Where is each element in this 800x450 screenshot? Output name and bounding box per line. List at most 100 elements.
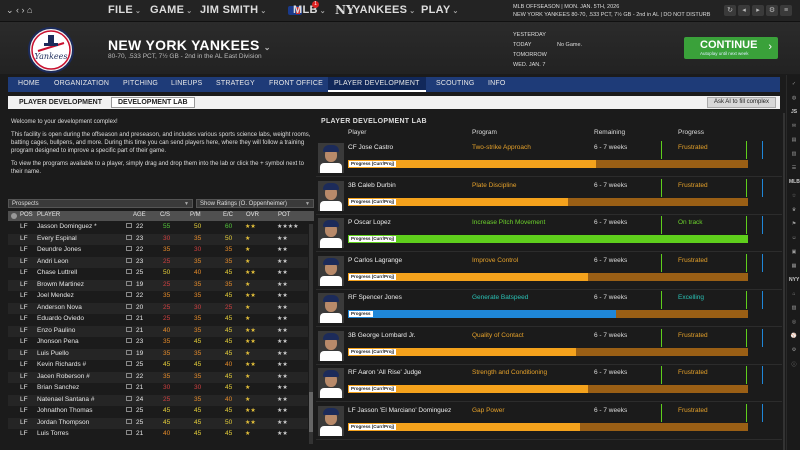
cell-player[interactable]: Deundre Jones	[37, 246, 82, 253]
drag-handle-icon[interactable]	[126, 418, 132, 424]
list-icon[interactable]: ☰	[791, 165, 797, 171]
notification-badge[interactable]: 1	[312, 1, 319, 8]
baseball-icon[interactable]: ◎	[791, 319, 797, 325]
lab-player-name[interactable]: LF Jasson 'El Marciano' Dominguez	[348, 406, 452, 414]
refresh-icon[interactable]: ↻	[724, 5, 736, 16]
lab-program[interactable]: Plate Discipline	[472, 181, 517, 189]
player-avatar[interactable]	[318, 218, 344, 248]
lab-program[interactable]: Increase Pitch Movement	[472, 219, 546, 226]
drag-handle-icon[interactable]	[126, 303, 132, 309]
drag-handle-icon[interactable]	[126, 280, 132, 286]
table-scrollbar[interactable]	[309, 224, 313, 444]
cell-player[interactable]: Chase Luttrell	[37, 269, 78, 276]
gear-icon[interactable]: ⚙	[791, 347, 797, 353]
col-ec[interactable]: E/C	[223, 212, 234, 218]
drag-handle-icon[interactable]	[126, 269, 132, 274]
ask-ai-button[interactable]: Ask AI to fill complex	[706, 97, 776, 108]
nav-scouting[interactable]: SCOUTING	[436, 80, 475, 87]
menu-manager[interactable]: JIM SMITH ⌄	[200, 4, 267, 16]
menu-play[interactable]: PLAY ⌄	[421, 4, 459, 16]
nav-home[interactable]: HOME	[18, 80, 40, 87]
table-row[interactable]: LF Deundre Jones 22 35 30 35 ★ ★★	[8, 245, 308, 256]
info-icon[interactable]: ⓘ	[791, 362, 797, 368]
table-row[interactable]: LF Joel Mendez 22 35 35 45 ★★ ★★	[8, 291, 308, 302]
lab-row[interactable]: LF Jasson 'El Marciano' Dominguez Gap Pow…	[316, 402, 782, 440]
table-row[interactable]: LF Anderson Nova 20 25 30 25 ★ ★★	[8, 302, 308, 314]
table-row[interactable]: LF Luis Torres 21 40 45 45 ★ ★★	[8, 429, 308, 440]
nav-organization[interactable]: ORGANIZATION	[54, 80, 110, 87]
history-nav-arrows[interactable]: ⌄ ‹ › ⌂	[6, 5, 33, 15]
table-row[interactable]: LF Every Espinal 23 30 35 50 ★ ★★	[8, 233, 308, 245]
ratings-select[interactable]: Show Ratings (O. Oppenheimer) ▼	[196, 199, 314, 208]
drag-handle-icon[interactable]	[126, 372, 132, 378]
lab-row[interactable]: RF Aaron 'All Rise' Judge Strength and Co…	[316, 364, 782, 402]
clipboard-icon[interactable]: ▣	[791, 249, 797, 255]
cell-player[interactable]: Jasson Dominguez *	[37, 223, 97, 230]
player-avatar[interactable]	[318, 143, 344, 173]
cell-player[interactable]: Joel Mendez	[37, 292, 74, 299]
nav-pitching[interactable]: PITCHING	[123, 80, 159, 87]
col-pm[interactable]: P/M	[190, 212, 201, 218]
player-avatar[interactable]	[318, 368, 344, 398]
table-row[interactable]: LF Chase Luttrell 25 50 40 45 ★★ ★★	[8, 268, 308, 279]
drag-handle-icon[interactable]	[126, 430, 132, 435]
scroll-thumb[interactable]	[309, 392, 313, 432]
lab-player-name[interactable]: P Oscar Lopez	[348, 219, 391, 226]
table-row[interactable]: LF Jordan Thompson 25 45 45 50 ★★ ★★	[8, 417, 308, 429]
bat-icon[interactable]: ⚾	[790, 333, 798, 339]
cell-player[interactable]: Enzo Paulino	[37, 326, 76, 334]
col-ovr[interactable]: OVR	[246, 212, 260, 218]
drag-handle-icon[interactable]	[126, 292, 132, 297]
menu-icon[interactable]: ≡	[780, 5, 792, 16]
lab-row[interactable]: P Oscar Lopez Increase Pitch Movement 6 - …	[316, 214, 782, 252]
group-select[interactable]: Prospects ▼	[8, 199, 193, 208]
lab-player-name[interactable]: 3B Caleb Durbin	[348, 181, 396, 189]
people-icon[interactable]: ☺	[791, 235, 797, 241]
menu-game[interactable]: GAME ⌄	[150, 4, 193, 16]
lab-row[interactable]: CF Jose Castro Two-strike Approach 6 - 7 w…	[316, 139, 782, 177]
chart-icon[interactable]: ▥	[791, 151, 797, 157]
lab-program[interactable]: Two-strike Approach	[472, 144, 531, 151]
lab-program[interactable]: Quality of Contact	[472, 331, 524, 339]
table-row[interactable]: LF Brian Sanchez 21 30 30 45 ★ ★★	[8, 383, 308, 394]
settings-icon[interactable]: ⚙	[766, 5, 778, 16]
globe-icon[interactable]: ◍	[791, 95, 797, 101]
forward-icon[interactable]: ▸	[752, 5, 764, 16]
player-avatar[interactable]	[318, 293, 344, 323]
home-icon[interactable]: ⌂	[792, 291, 796, 297]
back-icon[interactable]: ◂	[738, 5, 750, 16]
table-row[interactable]: LF Andri Leon 23 25 35 35 ★ ★★	[8, 256, 308, 268]
drag-handle-icon[interactable]	[126, 361, 132, 366]
cell-player[interactable]: Jhonson Pena	[37, 338, 79, 345]
menu-file[interactable]: FILE ⌄	[108, 4, 142, 16]
mlb-rail-icon[interactable]: MLB	[789, 179, 800, 185]
lab-program[interactable]: Strength and Conditioning	[472, 369, 548, 376]
tab-development-lab[interactable]: DEVELOPMENT LAB	[111, 97, 195, 108]
cell-player[interactable]: Luis Torres	[37, 430, 69, 437]
lab-program[interactable]: Improve Control	[472, 256, 519, 264]
col-age[interactable]: AGE	[133, 212, 146, 218]
cell-player[interactable]: Natenael Santana #	[37, 395, 95, 403]
player-avatar[interactable]	[318, 330, 344, 361]
table-row[interactable]: LF Kevin Richards # 25 45 45 40 ★★ ★★	[8, 360, 308, 371]
select-all-icon[interactable]	[11, 213, 17, 219]
table-row[interactable]: LF Jhonson Pena 23 35 45 45 ★★ ★★	[8, 337, 308, 348]
table-row[interactable]: LF Enzo Paulino 21 40 35 45 ★★ ★★	[8, 325, 308, 337]
nav-strategy[interactable]: STRATEGY	[216, 80, 255, 87]
nyy-rail-icon[interactable]: NYY	[789, 277, 800, 283]
cell-player[interactable]: Brian Sanchez	[37, 384, 80, 391]
nav-info[interactable]: INFO	[488, 80, 506, 87]
cell-player[interactable]: Johnathon Thomas	[37, 407, 93, 414]
cell-player[interactable]: Every Espinal	[37, 234, 77, 242]
drag-handle-icon[interactable]	[126, 257, 132, 263]
player-avatar[interactable]	[318, 180, 344, 211]
cell-player[interactable]: Eduardo Oviedo	[37, 315, 84, 322]
player-avatar[interactable]	[318, 405, 344, 436]
col-cs[interactable]: C/S	[160, 212, 171, 218]
trophy-icon[interactable]: ♛	[791, 207, 797, 213]
drag-handle-icon[interactable]	[126, 407, 132, 412]
lab-program[interactable]: Generate Batspeed	[472, 294, 529, 301]
table-row[interactable]: LF Browm Martinez 19 25 35 35 ★ ★★	[8, 279, 308, 291]
drag-handle-icon[interactable]	[126, 223, 132, 228]
lab-row[interactable]: 3B George Lombard Jr. Quality of Contact 6…	[316, 327, 782, 365]
